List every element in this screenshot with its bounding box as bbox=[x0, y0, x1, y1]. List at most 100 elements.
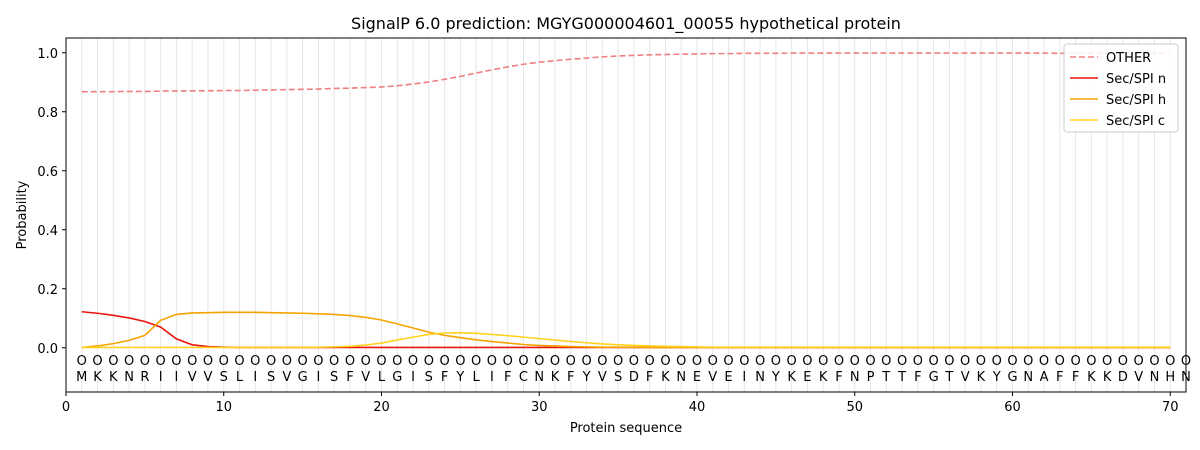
legend-box bbox=[1063, 43, 1179, 133]
region-marker: O bbox=[345, 354, 355, 369]
region-marker: O bbox=[439, 354, 449, 369]
residue-label: N bbox=[755, 370, 765, 385]
region-marker: O bbox=[913, 354, 923, 369]
residue-label: S bbox=[425, 370, 433, 385]
residue-label: E bbox=[724, 370, 732, 385]
legend-label: Sec/SPI c bbox=[1106, 114, 1165, 129]
region-marker: O bbox=[802, 354, 812, 369]
residue-label: D bbox=[629, 370, 639, 385]
y-tick-label: 0.4 bbox=[37, 224, 58, 239]
residue-label: Y bbox=[455, 370, 464, 385]
series-line-1 bbox=[81, 310, 1171, 349]
region-marker: O bbox=[629, 354, 639, 369]
residue-label: K bbox=[977, 370, 986, 385]
region-marker: O bbox=[392, 354, 402, 369]
x-tick-label: 20 bbox=[373, 400, 390, 415]
region-marker: O bbox=[156, 354, 166, 369]
residue-label: V bbox=[188, 370, 197, 385]
series-line-0 bbox=[81, 52, 1171, 93]
residue-label: S bbox=[614, 370, 622, 385]
region-marker: O bbox=[140, 354, 150, 369]
series-line-2 bbox=[81, 311, 1171, 349]
region-marker: O bbox=[266, 354, 276, 369]
region-marker: O bbox=[471, 354, 481, 369]
residue-label: N bbox=[124, 370, 134, 385]
region-marker: O bbox=[613, 354, 623, 369]
y-tick-label: 1.0 bbox=[37, 47, 58, 62]
x-tick-label: 0 bbox=[62, 400, 70, 415]
region-marker: O bbox=[219, 354, 229, 369]
residue-label: I bbox=[742, 370, 746, 385]
region-marker: O bbox=[992, 354, 1002, 369]
region-marker: O bbox=[487, 354, 497, 369]
region-marker: O bbox=[692, 354, 702, 369]
region-marker: O bbox=[739, 354, 749, 369]
x-axis-label: Protein sequence bbox=[570, 421, 682, 436]
region-marker: O bbox=[408, 354, 418, 369]
region-marker: O bbox=[329, 354, 339, 369]
residue-label: L bbox=[378, 370, 386, 385]
residue-label: F bbox=[835, 370, 842, 385]
series-lines bbox=[81, 52, 1171, 349]
residue-label: K bbox=[109, 370, 118, 385]
residue-label: S bbox=[220, 370, 228, 385]
series-line-3 bbox=[81, 331, 1171, 349]
x-tick-label: 50 bbox=[846, 400, 863, 415]
residue-label: I bbox=[175, 370, 179, 385]
region-marker: O bbox=[755, 354, 765, 369]
residue-label: D bbox=[1118, 370, 1128, 385]
residue-label: C bbox=[519, 370, 528, 385]
region-marker: O bbox=[298, 354, 308, 369]
region-marker: O bbox=[881, 354, 891, 369]
residue-label: V bbox=[282, 370, 291, 385]
region-marker: O bbox=[124, 354, 134, 369]
residue-label: N bbox=[1150, 370, 1160, 385]
residue-label: V bbox=[598, 370, 607, 385]
region-marker: O bbox=[566, 354, 576, 369]
residue-label: N bbox=[1023, 370, 1033, 385]
residue-label: I bbox=[411, 370, 415, 385]
region-marker: O bbox=[171, 354, 181, 369]
region-marker: O bbox=[1039, 354, 1049, 369]
residue-grid bbox=[81, 38, 1187, 392]
chart-title: SignalP 6.0 prediction: MGYG000004601_00… bbox=[351, 14, 901, 34]
region-marker: O bbox=[850, 354, 860, 369]
region-marker: O bbox=[660, 354, 670, 369]
region-marker: O bbox=[234, 354, 244, 369]
residue-label: Y bbox=[992, 370, 1001, 385]
residue-label: N bbox=[676, 370, 686, 385]
region-marker: O bbox=[361, 354, 371, 369]
region-marker: O bbox=[250, 354, 260, 369]
region-marker: O bbox=[771, 354, 781, 369]
residue-label: N bbox=[534, 370, 544, 385]
region-marker: O bbox=[1007, 354, 1017, 369]
residue-label: G bbox=[298, 370, 308, 385]
x-tick-label: 10 bbox=[215, 400, 232, 415]
residue-label: F bbox=[441, 370, 448, 385]
residue-label: F bbox=[1072, 370, 1079, 385]
residue-label: K bbox=[661, 370, 670, 385]
residue-label: G bbox=[929, 370, 939, 385]
region-marker: O bbox=[1149, 354, 1159, 369]
residue-label: F bbox=[346, 370, 353, 385]
region-marker: O bbox=[897, 354, 907, 369]
residue-label: E bbox=[693, 370, 701, 385]
residue-label: V bbox=[1134, 370, 1143, 385]
region-marker: O bbox=[108, 354, 118, 369]
region-marker: O bbox=[424, 354, 434, 369]
residue-label: Y bbox=[582, 370, 591, 385]
region-marker: O bbox=[597, 354, 607, 369]
region-marker: O bbox=[534, 354, 544, 369]
residue-label: P bbox=[867, 370, 875, 385]
region-marker: O bbox=[976, 354, 986, 369]
residue-label: V bbox=[361, 370, 370, 385]
residue-label: R bbox=[140, 370, 149, 385]
region-marker: O bbox=[787, 354, 797, 369]
region-marker: O bbox=[645, 354, 655, 369]
region-marker: O bbox=[818, 354, 828, 369]
legend-label: Sec/SPI h bbox=[1106, 93, 1166, 108]
region-marker: O bbox=[944, 354, 954, 369]
residue-label: V bbox=[204, 370, 213, 385]
y-tick-label: 0.0 bbox=[37, 342, 58, 357]
